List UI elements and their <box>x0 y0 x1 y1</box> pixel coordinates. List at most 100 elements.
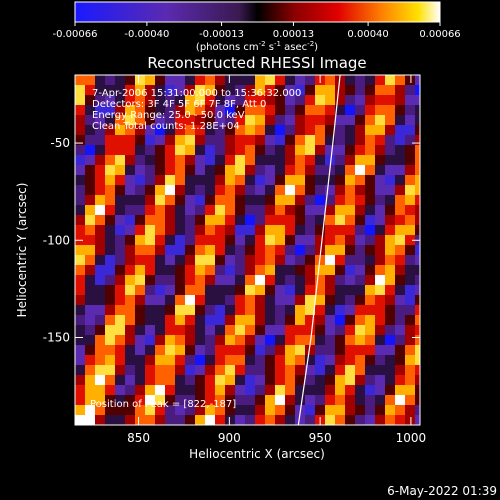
heatmap-cell <box>345 85 355 95</box>
heatmap-cell <box>295 345 305 355</box>
heatmap-cell <box>295 395 305 405</box>
heatmap-cell <box>215 135 225 145</box>
heatmap-cell <box>405 315 415 325</box>
heatmap-cell <box>315 135 325 145</box>
heatmap-cell <box>395 415 405 425</box>
heatmap-cell <box>155 225 165 235</box>
heatmap-cell <box>255 115 265 125</box>
heatmap-cell <box>105 205 115 215</box>
heatmap-cell <box>395 105 405 115</box>
heatmap-cell <box>145 255 155 265</box>
heatmap-cell <box>175 165 185 175</box>
heatmap-cell <box>135 385 145 395</box>
heatmap-cell <box>345 335 355 345</box>
heatmap-cell <box>245 115 255 125</box>
heatmap-cell <box>385 175 395 185</box>
heatmap-cell <box>345 285 355 295</box>
heatmap-cell <box>85 105 95 115</box>
heatmap-cell <box>345 275 355 285</box>
heatmap-cell <box>235 325 245 335</box>
heatmap-cell <box>375 285 385 295</box>
y-axis-label: Heliocentric Y (arcsec) <box>15 183 29 318</box>
heatmap-cell <box>85 75 95 85</box>
heatmap-cell <box>195 215 205 225</box>
heatmap-cell <box>175 335 185 345</box>
heatmap-cell <box>275 275 285 285</box>
heatmap-cell <box>195 405 205 415</box>
heatmap-cell <box>405 365 415 375</box>
heatmap-cell <box>345 155 355 165</box>
heatmap-cell <box>375 295 385 305</box>
heatmap-cell <box>335 245 345 255</box>
heatmap-cell <box>105 225 115 235</box>
heatmap-cell <box>105 165 115 175</box>
colorbar-tick-label: 0.00066 <box>419 29 460 40</box>
heatmap-cell <box>335 165 345 175</box>
heatmap-cell <box>135 225 145 235</box>
heatmap-cell <box>235 215 245 225</box>
heatmap-cell <box>205 135 215 145</box>
heatmap-cell <box>165 295 175 305</box>
heatmap-cell <box>125 195 135 205</box>
heatmap-cell <box>415 275 420 285</box>
heatmap-cell <box>225 415 235 425</box>
heatmap-cell <box>375 205 385 215</box>
heatmap-cell <box>385 125 395 135</box>
heatmap-cell <box>95 235 105 245</box>
heatmap-cell <box>145 205 155 215</box>
heatmap-cell <box>205 125 215 135</box>
heatmap-cell <box>405 75 415 85</box>
heatmap-cell <box>375 145 385 155</box>
colorbar-units: (photons cm-2 s-1 asec-2) <box>196 40 318 53</box>
heatmap-cell <box>305 315 315 325</box>
heatmap-cell <box>355 125 365 135</box>
heatmap-cell <box>305 415 315 425</box>
heatmap-cell <box>155 385 165 395</box>
heatmap-cell <box>335 105 345 115</box>
heatmap-cell <box>75 175 85 185</box>
heatmap-cell <box>175 205 185 215</box>
heatmap-cell <box>415 75 420 85</box>
heatmap-cell <box>295 165 305 175</box>
heatmap-cell <box>195 95 205 105</box>
heatmap-cell <box>185 255 195 265</box>
heatmap-cell <box>315 275 325 285</box>
heatmap-cell <box>295 185 305 195</box>
heatmap-cell <box>395 215 405 225</box>
heatmap-cell <box>315 405 325 415</box>
heatmap-cell <box>345 355 355 365</box>
heatmap-cell <box>385 115 395 125</box>
heatmap-cell <box>315 355 325 365</box>
heatmap-cell <box>315 105 325 115</box>
heatmap-cell <box>155 415 165 425</box>
heatmap-cell <box>85 175 95 185</box>
heatmap-cell <box>155 365 165 375</box>
heatmap-cell <box>255 365 265 375</box>
heatmap-cell <box>165 145 175 155</box>
heatmap-cell <box>215 85 225 95</box>
heatmap-cell <box>145 75 155 85</box>
heatmap-cell <box>305 195 315 205</box>
heatmap-cell <box>165 95 175 105</box>
heatmap-cell <box>245 155 255 165</box>
heatmap-cell <box>375 355 385 365</box>
heatmap-cell <box>355 115 365 125</box>
heatmap-cell <box>415 295 420 305</box>
heatmap-cell <box>265 285 275 295</box>
heatmap-cell <box>305 265 315 275</box>
heatmap-cell <box>225 205 235 215</box>
heatmap-cell <box>275 105 285 115</box>
heatmap-cell <box>75 185 85 195</box>
heatmap-cell <box>205 145 215 155</box>
heatmap-cell <box>235 365 245 375</box>
heatmap-cell <box>275 405 285 415</box>
heatmap-cell <box>385 185 395 195</box>
heatmap-cell <box>105 275 115 285</box>
heatmap-cell <box>265 325 275 335</box>
x-tick-label: 850 <box>127 431 150 445</box>
heatmap-cell <box>375 235 385 245</box>
heatmap-cell <box>325 155 335 165</box>
heatmap-cell <box>275 335 285 345</box>
heatmap-cell <box>165 335 175 345</box>
heatmap-cell <box>405 345 415 355</box>
